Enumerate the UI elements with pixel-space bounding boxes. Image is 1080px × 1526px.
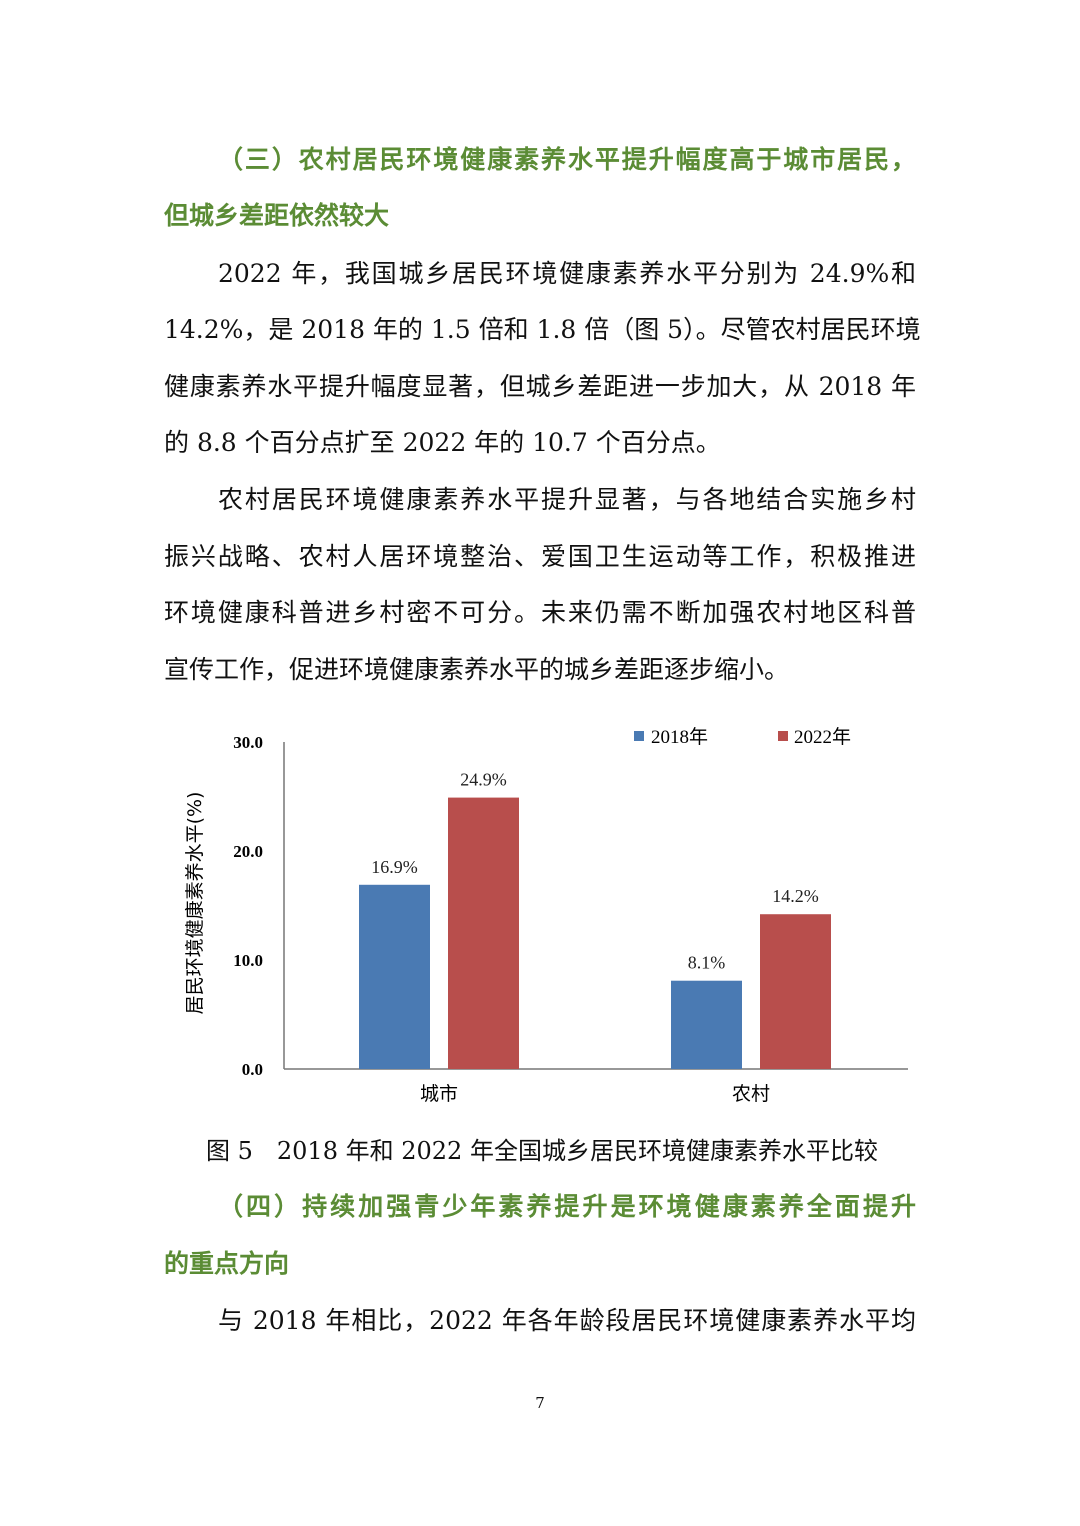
data-label: 14.2% [772,886,819,906]
text-line: 振兴战略、农村人居环境整治、爱国卫生运动等工作，积极推进 [164,542,916,571]
page-number: 7 [535,1394,545,1412]
figure-caption: 图 5 2018 年和 2022 年全国城乡居民环境健康素养水平比较 [206,1137,878,1165]
heading-line: （三）农村居民环境健康素养水平提升幅度高于城市居民， [218,145,916,174]
x-tick-label: 农村 [732,1083,770,1105]
bar [760,914,831,1069]
text-line: 健康素养水平提升幅度显著，但城乡差距进一步加大，从 2018 年 [164,372,916,401]
legend-label-2018: 2018年 [651,726,708,748]
data-label: 16.9% [371,857,418,877]
legend-swatch-2022 [778,731,788,741]
text-line: 环境健康科普进乡村密不可分。未来仍需不断加强农村地区科普 [164,598,916,627]
heading-line: 但城乡差距依然较大 [164,201,390,230]
heading-line: （四）持续加强青少年素养提升是环境健康素养全面提升 [218,1192,916,1221]
bar-chart: 居民环境健康素养水平(%) 0.0 10.0 20.0 30.0 城市 16.9% 24.… [184,726,908,1105]
text-line: 农村居民环境健康素养水平提升显著，与各地结合实施乡村 [218,485,916,514]
x-tick-label: 城市 [420,1083,458,1105]
data-label: 8.1% [688,953,726,973]
y-tick-label: 20.0 [233,842,263,861]
y-tick-label: 30.0 [233,733,263,752]
text-line: 2022 年，我国城乡居民环境健康素养水平分别为 24.9%和 [218,259,916,288]
y-axis-label: 居民环境健康素养水平(%) [184,792,206,1015]
legend-label-2022: 2022年 [794,726,851,748]
text-line: 的 8.8 个百分点扩至 2022 年的 10.7 个百分点。 [164,428,721,457]
bar [671,980,742,1069]
text-line: 14.2%，是 2018 年的 1.5 倍和 1.8 倍（图 5）。尽管农村居民… [164,315,921,344]
y-tick-label: 10.0 [233,951,263,970]
text-line: 与 2018 年相比，2022 年各年龄段居民环境健康素养水平均 [218,1306,916,1335]
data-label: 24.9% [460,770,507,790]
text-line: 宣传工作，促进环境健康素养水平的城乡差距逐步缩小。 [164,655,790,684]
bar [448,797,519,1069]
legend-swatch-2018 [634,731,644,741]
y-tick-label: 0.0 [242,1060,263,1079]
bar [359,884,430,1069]
legend: 2018年 2022年 [634,726,851,748]
heading-line: 的重点方向 [164,1249,290,1278]
